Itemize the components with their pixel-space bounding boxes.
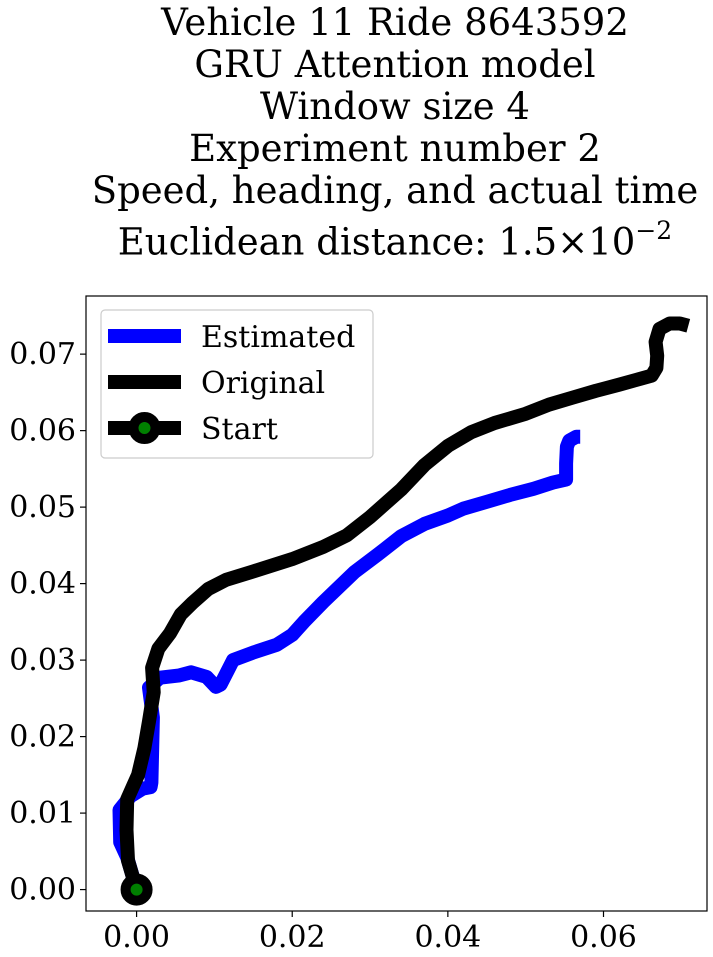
title-line: GRU Attention model (194, 43, 596, 86)
y-tick-label: 0.01 (9, 796, 76, 831)
start-marker (120, 873, 153, 906)
legend-label-estimated: Estimated (201, 320, 355, 355)
title-line: Vehicle 11 Ride 8643592 (161, 1, 629, 44)
series-line-estimated (112, 429, 584, 892)
y-tick-label: 0.05 (9, 490, 76, 525)
x-tick-label: 0.00 (103, 920, 170, 955)
metric-exponent: −2 (635, 216, 673, 245)
title-line: Window size 4 (260, 85, 530, 128)
chart-title: Vehicle 11 Ride 8643592 GRU Attention mo… (0, 2, 713, 263)
legend-label-original: Original (201, 366, 325, 401)
x-tick-label: 0.04 (414, 920, 481, 955)
title-line: Experiment number 2 (189, 127, 601, 170)
series-line-original (119, 316, 691, 892)
y-tick-label: 0.02 (9, 720, 76, 755)
y-tick-label: 0.00 (9, 873, 76, 908)
x-tick-label: 0.02 (259, 920, 326, 955)
legend-label-start: Start (201, 412, 278, 447)
x-tick-label: 0.06 (570, 920, 637, 955)
y-tick-label: 0.06 (9, 414, 76, 449)
metric-label: Euclidean distance: 1.5 (117, 220, 558, 264)
metric-line: Euclidean distance: 1.5×10−2 (0, 212, 713, 263)
metric-times: × (557, 220, 589, 264)
legend-marker-start (128, 412, 161, 444)
plot-frame (85, 295, 708, 912)
metric-base: 10 (588, 220, 636, 264)
y-tick-label: 0.04 (9, 567, 76, 602)
y-tick-label: 0.07 (9, 337, 76, 372)
title-line: Speed, heading, and actual time (91, 169, 699, 212)
y-tick-label: 0.03 (9, 643, 76, 678)
